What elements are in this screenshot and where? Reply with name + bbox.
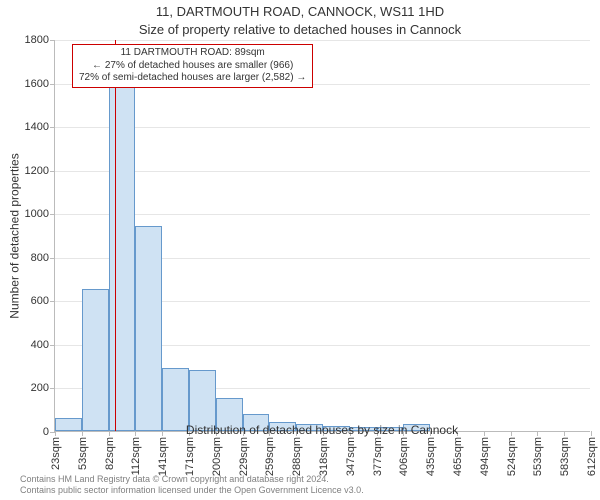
x-tick-label: 288sqm bbox=[289, 437, 303, 476]
x-tick-label: 141sqm bbox=[155, 437, 169, 476]
y-tick-label: 1000 bbox=[25, 208, 55, 220]
y-tick-label: 1400 bbox=[25, 121, 55, 133]
page-subtitle: Size of property relative to detached ho… bbox=[0, 22, 600, 37]
x-tick-label: 112sqm bbox=[128, 437, 142, 475]
x-tick-label: 406sqm bbox=[396, 437, 410, 476]
y-tick-label: 1600 bbox=[25, 78, 55, 90]
y-tick-label: 800 bbox=[31, 252, 55, 264]
x-tick-label: 171sqm bbox=[182, 437, 196, 476]
x-tick-label: 229sqm bbox=[236, 437, 250, 476]
histogram-bar bbox=[189, 370, 216, 431]
y-tick-label: 200 bbox=[31, 382, 55, 394]
x-tick-label: 553sqm bbox=[530, 437, 544, 476]
x-tick-label: 82sqm bbox=[102, 437, 116, 470]
histogram-bar bbox=[135, 226, 162, 431]
x-tick-label: 377sqm bbox=[370, 437, 384, 476]
y-tick-label: 400 bbox=[31, 339, 55, 351]
property-marker-line bbox=[115, 40, 116, 431]
x-tick-label: 23sqm bbox=[48, 437, 62, 470]
x-tick-label: 200sqm bbox=[209, 437, 223, 476]
histogram-bar bbox=[82, 289, 109, 431]
x-tick-label: 494sqm bbox=[477, 437, 491, 476]
y-tick-label: 600 bbox=[31, 295, 55, 307]
x-tick-label: 583sqm bbox=[557, 437, 571, 476]
x-axis-title: Distribution of detached houses by size … bbox=[54, 423, 590, 437]
chart-container: 11, DARTMOUTH ROAD, CANNOCK, WS11 1HD Si… bbox=[0, 0, 600, 500]
page-title: 11, DARTMOUTH ROAD, CANNOCK, WS11 1HD bbox=[0, 4, 600, 19]
x-tick-label: 612sqm bbox=[584, 437, 598, 476]
y-tick-label: 1200 bbox=[25, 165, 55, 177]
annotation-box: 11 DARTMOUTH ROAD: 89sqm← 27% of detache… bbox=[72, 44, 313, 88]
x-tick-label: 347sqm bbox=[343, 437, 357, 476]
chart-plot-area: 02004006008001000120014001600180023sqm53… bbox=[54, 40, 590, 432]
x-tick-label: 53sqm bbox=[75, 437, 89, 470]
x-tick-label: 465sqm bbox=[450, 437, 464, 476]
annotation-line: 11 DARTMOUTH ROAD: 89sqm bbox=[79, 47, 306, 60]
x-tick bbox=[591, 431, 592, 436]
footer-line-1: Contains HM Land Registry data © Crown c… bbox=[20, 474, 364, 485]
y-axis-title: Number of detached properties bbox=[8, 40, 22, 432]
x-tick-label: 524sqm bbox=[504, 437, 518, 476]
gridline bbox=[55, 40, 590, 41]
x-tick-label: 435sqm bbox=[423, 437, 437, 476]
footer-line-2: Contains public sector information licen… bbox=[20, 485, 364, 496]
y-tick-label: 1800 bbox=[25, 34, 55, 46]
annotation-line: 72% of semi-detached houses are larger (… bbox=[79, 72, 306, 85]
x-tick-label: 259sqm bbox=[262, 437, 276, 476]
annotation-line: ← 27% of detached houses are smaller (96… bbox=[79, 60, 306, 73]
x-tick-label: 318sqm bbox=[316, 437, 330, 476]
footer-attribution: Contains HM Land Registry data © Crown c… bbox=[20, 474, 364, 496]
histogram-bar bbox=[162, 368, 189, 431]
histogram-bar bbox=[109, 50, 136, 431]
